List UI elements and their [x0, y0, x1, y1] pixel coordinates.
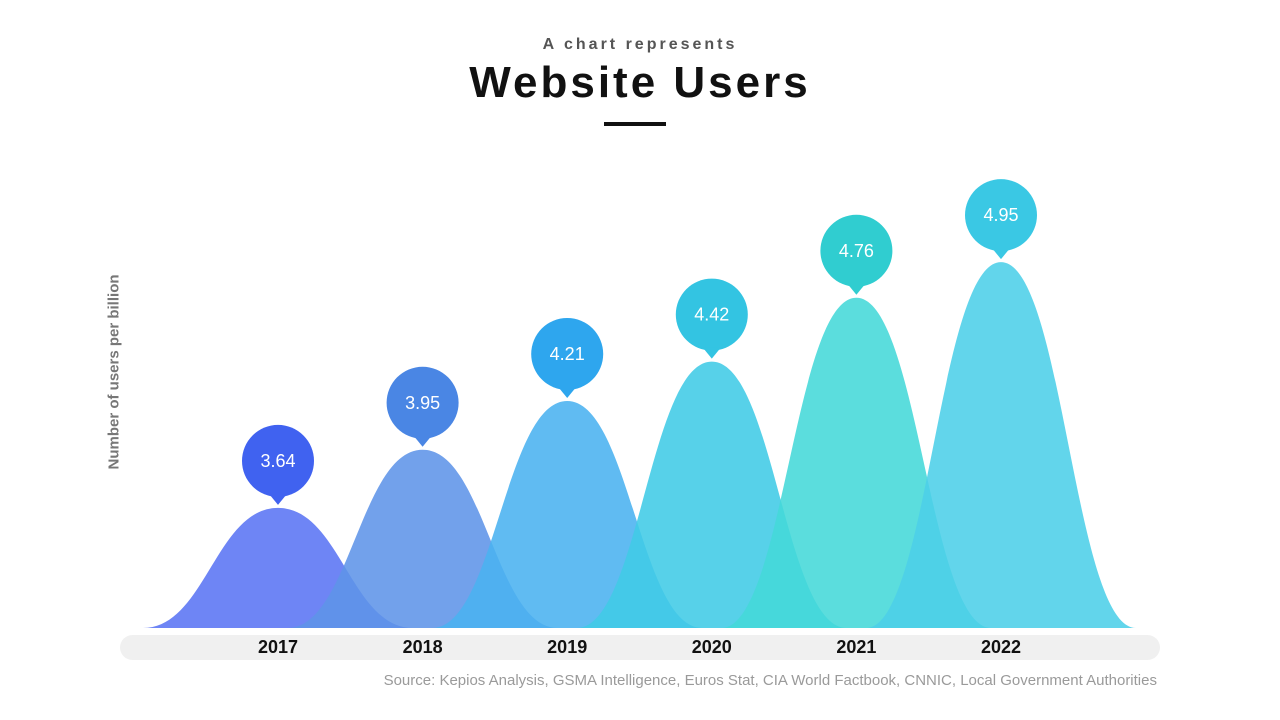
value-bubble-2017: 3.64 [242, 424, 314, 505]
x-tick-2021: 2021 [836, 637, 876, 657]
value-bubble-2022: 4.95 [965, 179, 1037, 260]
x-tick-2017: 2017 [258, 637, 298, 657]
value-bubble-2018: 3.95 [386, 366, 459, 447]
data-label-2017: 3.64 [260, 451, 295, 471]
data-label-2022: 4.95 [983, 205, 1018, 225]
x-tick-2020: 2020 [692, 637, 732, 657]
bubble-pointer [847, 283, 866, 295]
bubble-pointer [558, 386, 577, 398]
series-curves [143, 262, 1136, 628]
curve-2022 [866, 262, 1136, 628]
bubble-pointer [269, 493, 287, 505]
x-tick-2018: 2018 [403, 637, 443, 657]
bubble-circle [531, 317, 604, 390]
chart-title: Website Users [469, 58, 811, 107]
bubble-circle [386, 366, 459, 439]
bubble-circle [675, 278, 748, 351]
value-bubbles: 3.64 3.95 4.21 4.42 4.76 4.95 [242, 179, 1037, 505]
title-underline [604, 122, 666, 126]
bubble-pointer [992, 248, 1010, 260]
value-bubble-2019: 4.21 [531, 317, 604, 398]
data-label-2020: 4.42 [694, 305, 729, 325]
bubble-pointer [413, 435, 432, 447]
data-label-2021: 4.76 [839, 241, 874, 261]
chart-subtitle: A chart represents [542, 36, 738, 53]
bubble-circle [820, 214, 893, 287]
x-axis-band [120, 635, 1160, 660]
value-bubble-2021: 4.76 [820, 214, 893, 295]
x-tick-2019: 2019 [547, 637, 587, 657]
bubble-circle [242, 424, 314, 497]
bubble-circle [965, 179, 1037, 252]
data-label-2019: 4.21 [550, 344, 585, 364]
source-note: Source: Kepios Analysis, GSMA Intelligen… [383, 672, 1157, 689]
bubble-pointer [702, 347, 721, 359]
data-label-2018: 3.95 [405, 393, 440, 413]
x-tick-2022: 2022 [981, 637, 1021, 657]
value-bubble-2020: 4.42 [675, 278, 748, 359]
x-tick-labels: 2017 2018 2019 2020 2021 2022 [258, 637, 1021, 657]
